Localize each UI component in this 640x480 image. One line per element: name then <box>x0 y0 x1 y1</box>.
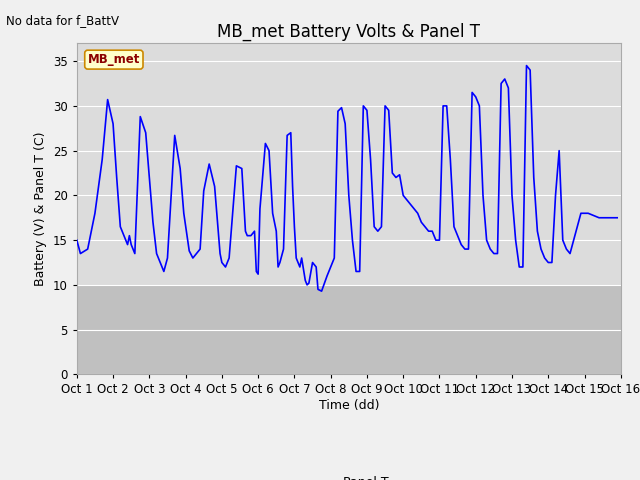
Text: No data for f_BattV: No data for f_BattV <box>6 14 120 27</box>
Text: MB_met: MB_met <box>88 53 140 66</box>
Title: MB_met Battery Volts & Panel T: MB_met Battery Volts & Panel T <box>218 22 480 40</box>
Bar <box>77 285 621 374</box>
Y-axis label: Battery (V) & Panel T (C): Battery (V) & Panel T (C) <box>35 132 47 286</box>
X-axis label: Time (dd): Time (dd) <box>319 399 379 412</box>
Legend: Panel T: Panel T <box>303 471 394 480</box>
